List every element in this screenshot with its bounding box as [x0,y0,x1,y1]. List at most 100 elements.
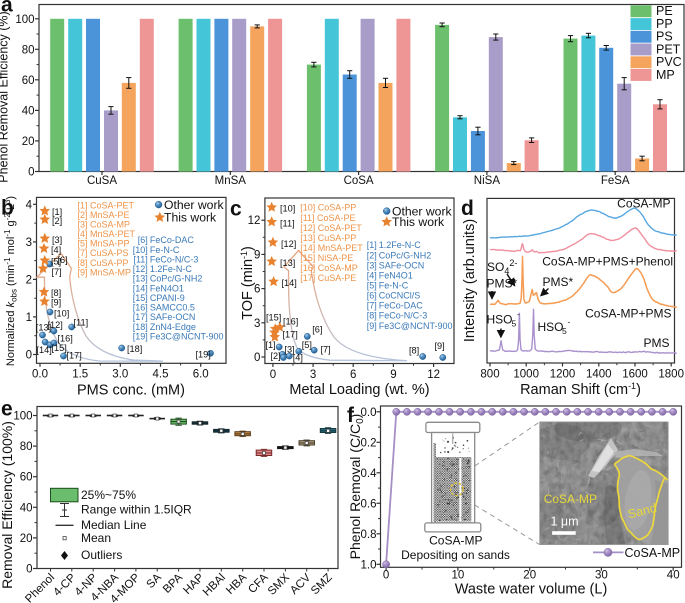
svg-text:[11]: [11] [280,218,295,228]
svg-text:MP: MP [656,68,675,82]
svg-text:[5]: [5] [302,340,312,350]
svg-text:1600: 1600 [622,369,648,381]
svg-text:[13]: [13] [36,323,51,333]
svg-text:[14] MnSA-PET: [14] MnSA-PET [300,243,363,253]
svg-text:Raman Shift (cm-1): Raman Shift (cm-1) [520,381,641,398]
svg-text:800: 800 [480,369,499,381]
svg-text:Other work: Other work [392,204,453,218]
svg-text:Metal Loading (wt. %): Metal Loading (wt. %) [289,382,429,398]
svg-text:FeSA: FeSA [601,175,630,187]
svg-text:[18]: [18] [127,344,142,354]
svg-text:Median Line: Median Line [81,518,147,532]
svg-text:CPANI-9: CPANI-9 [150,293,185,303]
svg-text:[9]: [9] [435,341,445,351]
svg-text:[5] MnSA-PP: [5] MnSA-PP [78,239,130,249]
svg-text:FeCo-DAC: FeCo-DAC [379,301,424,311]
svg-text:HSO: HSO [538,320,564,334]
svg-text:1 μm: 1 μm [551,515,579,529]
svg-text:[10]: [10] [133,245,148,255]
svg-text:2: 2 [26,274,32,286]
svg-text:[13]: [13] [133,274,148,284]
svg-text:10: 10 [452,570,465,582]
svg-text:1000: 1000 [513,369,539,381]
svg-text:[12] CoSA-PET: [12] CoSA-PET [300,223,362,233]
svg-text:1800: 1800 [658,369,684,381]
svg-text:PMS*: PMS* [487,277,518,291]
svg-text:25%~75%: 25%~75% [81,488,136,502]
svg-text:Normalized kobs (min-1 mol-1 g: Normalized kobs (min-1 mol-1 g-2 L3) [3,196,19,366]
svg-text:[15] NiSA-PE: [15] NiSA-PE [300,253,353,263]
svg-text:40: 40 [667,570,680,582]
svg-text:SAMCC0.5: SAMCC0.5 [150,303,195,313]
svg-text:[14]: [14] [282,278,297,288]
svg-text:[7] CuSA-PS: [7] CuSA-PS [78,248,129,258]
svg-text:[1]: [1] [367,240,377,250]
svg-text:Removal Efficiency (100%): Removal Efficiency (100%) [0,421,15,589]
svg-text:[17]: [17] [67,351,82,361]
svg-text:SAFe-OCN: SAFe-OCN [150,312,196,322]
svg-text:6: 6 [350,369,356,381]
svg-text:4.5: 4.5 [153,369,169,381]
svg-text:5: 5 [512,319,517,329]
svg-text:[4]: [4] [367,270,377,280]
svg-text:[15]: [15] [133,293,148,303]
svg-text:a: a [1,0,13,17]
svg-text:[6]: [6] [312,324,322,334]
svg-text:[4]: [4] [51,245,61,255]
svg-text:60: 60 [20,472,33,484]
svg-text:CoSA: CoSA [344,175,374,187]
svg-text:12: 12 [248,215,261,227]
svg-text:60: 60 [22,75,35,87]
svg-text:0: 0 [26,350,32,362]
svg-text:0.2: 0.2 [361,437,377,449]
svg-text:[11]: [11] [74,318,89,328]
svg-text:Mean: Mean [81,531,111,545]
svg-text:40: 40 [22,105,35,117]
svg-text:[2]: [2] [271,351,281,361]
svg-text:[13] CuSA-PP: [13] CuSA-PP [300,233,356,243]
svg-text:HSO: HSO [487,313,513,327]
svg-text:Fe-N-C: Fe-N-C [379,281,409,291]
svg-text:[5]: [5] [367,281,377,291]
svg-text:PMS*: PMS* [543,275,574,289]
svg-text:0.8: 0.8 [361,529,377,541]
svg-text:FeCo-DAC: FeCo-DAC [150,235,195,245]
svg-text:[16]: [16] [58,334,73,344]
svg-text:Phenol Removal (C/C0): Phenol Removal (C/C0) [347,414,366,560]
svg-text:1200: 1200 [550,369,576,381]
svg-text:[2]: [2] [367,250,377,260]
svg-text:3: 3 [254,318,260,330]
svg-text:[17] CuSA-PE: [17] CuSA-PE [300,273,356,283]
svg-text:100: 100 [13,411,32,423]
svg-text:CoSA-MP: CoSA-MP [544,492,597,506]
svg-text:[17]: [17] [283,330,298,340]
svg-text:6.0: 6.0 [193,369,209,381]
svg-text:[4]: [4] [293,353,303,363]
svg-text:CoSA-MP: CoSA-MP [625,546,681,560]
svg-text:ZnN4-Edge: ZnN4-Edge [150,322,196,332]
svg-text:30: 30 [595,570,608,582]
svg-text:Fe-N-C: Fe-N-C [150,245,180,255]
svg-text:TOF (min-1): TOF (min-1) [239,246,256,320]
svg-text:FeN4O1: FeN4O1 [379,270,413,280]
svg-text:Fe3C@NCNT-900: Fe3C@NCNT-900 [150,331,224,341]
svg-text:[8]: [8] [51,288,61,298]
svg-text:0: 0 [383,570,389,582]
svg-text:Intensity (arb.units): Intensity (arb.units) [462,219,478,342]
svg-text:0.4: 0.4 [361,468,378,480]
svg-text:[10] CoSA-PP: [10] CoSA-PP [300,203,356,213]
svg-text:20: 20 [20,533,33,545]
svg-text:[12]: [12] [133,264,148,274]
svg-text:[11]: [11] [133,254,147,264]
svg-text:[19]: [19] [133,331,148,341]
svg-text:[19]: [19] [196,350,211,360]
svg-text:PP: PP [656,17,673,31]
svg-text:80: 80 [22,44,35,56]
svg-text:[6]: [6] [138,235,148,245]
svg-text:[13]: [13] [280,258,295,268]
svg-text:[16] CoSA-MP: [16] CoSA-MP [300,263,358,273]
svg-text:[12]: [12] [281,239,296,249]
svg-text:c: c [230,198,242,221]
svg-text:PS: PS [656,30,673,44]
svg-text:[2] MnSA-PE: [2] MnSA-PE [78,210,130,220]
